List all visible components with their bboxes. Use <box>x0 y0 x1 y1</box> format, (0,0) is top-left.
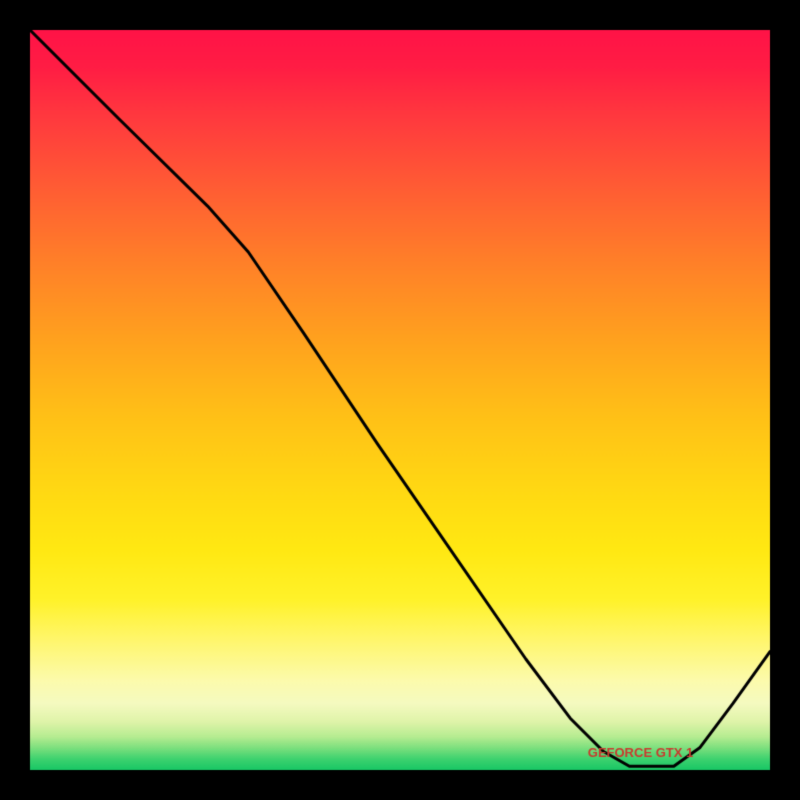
bottleneck-gradient-chart <box>0 0 800 800</box>
